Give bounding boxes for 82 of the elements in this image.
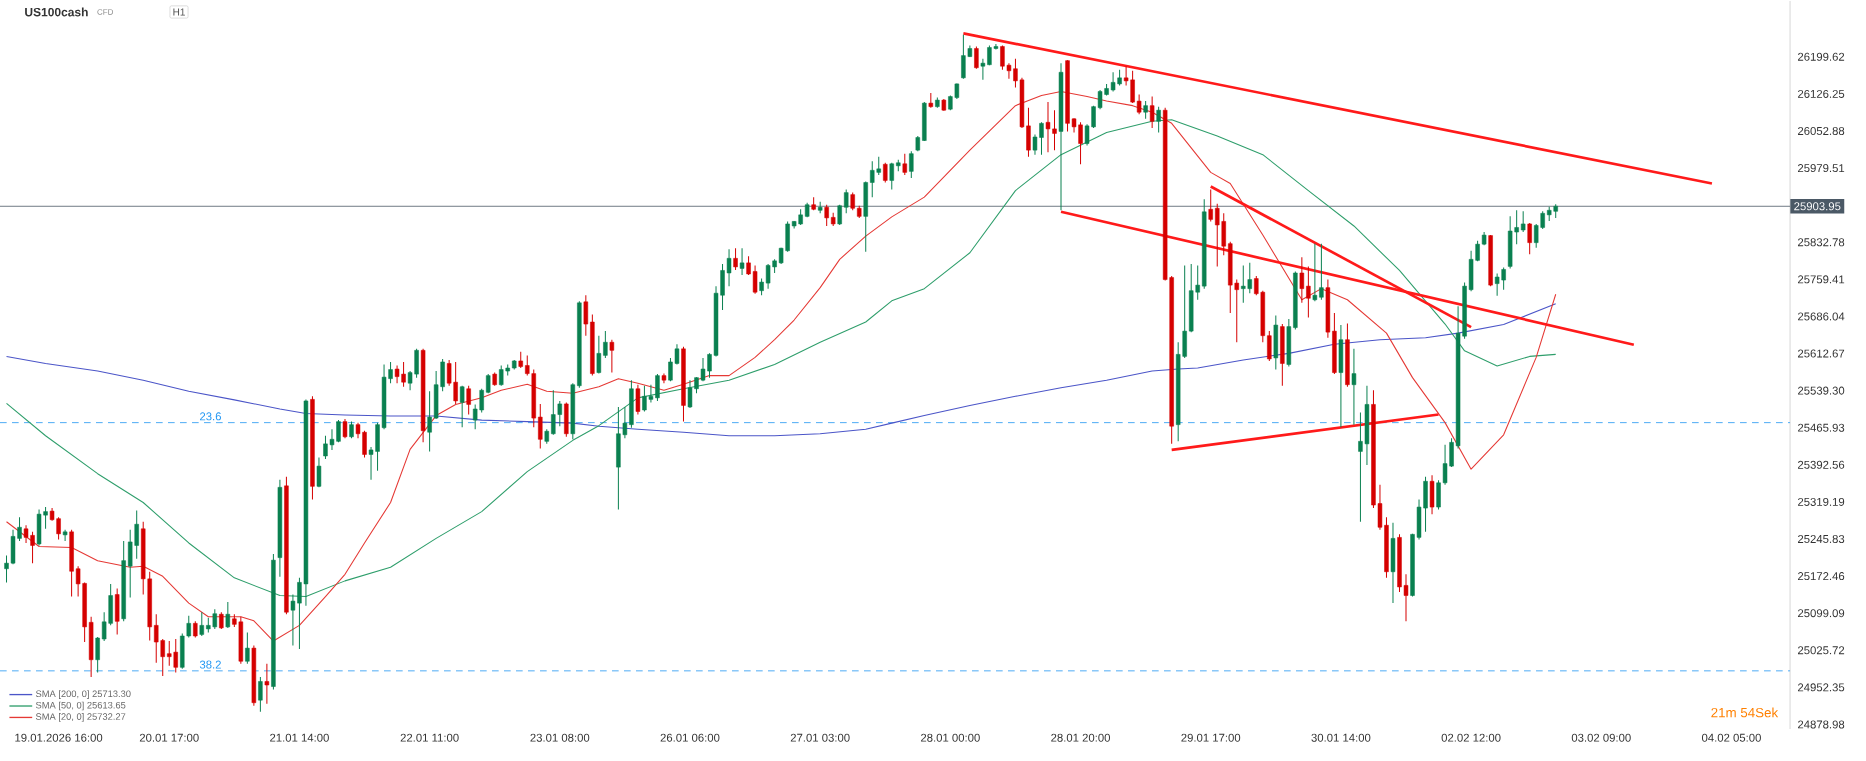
x-tick-label: 26.01 06:00 [660, 733, 720, 742]
x-tick-label: 29.01 17:00 [1181, 733, 1241, 742]
candlestick [459, 385, 465, 428]
candlestick [342, 418, 348, 439]
y-tick-label: 25319.19 [1797, 497, 1845, 506]
candlestick [609, 339, 615, 374]
y-tick-label: 26199.62 [1797, 52, 1845, 61]
y-tick-label: 26126.25 [1797, 89, 1845, 98]
y-tick-label: 25832.78 [1797, 238, 1845, 247]
legend-label: SMA [20, 0] 25732.27 [35, 713, 126, 722]
candlestick [1319, 243, 1324, 301]
y-tick-label: 25172.46 [1797, 572, 1845, 581]
candlestick [466, 385, 471, 416]
candlestick [1299, 256, 1305, 304]
candlestick [843, 189, 849, 214]
candlestick [739, 247, 745, 276]
x-tick-label: 27.01 03:00 [790, 733, 850, 742]
candlestick [1351, 348, 1357, 426]
candlestick [883, 162, 888, 183]
y-tick-label: 25539.30 [1797, 386, 1845, 395]
candlestick [1208, 189, 1213, 222]
y-tick-label: 24952.35 [1797, 683, 1845, 692]
candlestick [245, 631, 250, 665]
line-series [5, 303, 1557, 437]
x-tick-label: 04.02 05:00 [1701, 733, 1761, 742]
candlestick [258, 676, 263, 713]
candlestick [1136, 94, 1142, 115]
candlestick [316, 457, 322, 488]
x-tick-label: 21.01 14:00 [270, 733, 329, 742]
candlestick [1312, 243, 1318, 302]
candlestick [1149, 96, 1155, 129]
x-tick-label: 28.01 20:00 [1051, 733, 1111, 742]
candlestick [538, 403, 543, 449]
y-tick-label: 25759.41 [1797, 275, 1845, 284]
y-tick-label: 26052.88 [1797, 126, 1845, 135]
x-tick-label: 19.01.2026 16:00 [15, 733, 103, 742]
y-tick-label: 25979.51 [1797, 164, 1845, 173]
candlestick [1156, 106, 1161, 133]
y-tick-label: 25465.93 [1797, 423, 1845, 432]
annotation: 21m 54Sek [1711, 707, 1779, 718]
y-tick-label: 24878.98 [1797, 720, 1845, 729]
legend-label: SMA [50, 0] 25613.65 [35, 701, 126, 711]
chart-title: US100cash [25, 7, 88, 17]
candlestick [603, 330, 608, 359]
x-tick-label: 20.01 17:00 [139, 733, 199, 742]
y-tick-label: 25392.56 [1797, 460, 1845, 469]
candlestick [596, 335, 602, 375]
legend-label: SMA [200, 0] 25713.30 [35, 690, 131, 699]
y-tick-label: 25099.09 [1797, 609, 1845, 618]
candlestick [889, 162, 894, 191]
y-tick-label: 25025.72 [1797, 646, 1845, 655]
candlestick [1306, 265, 1311, 318]
candlestick [824, 204, 829, 227]
annotation: 38.2 [199, 660, 221, 669]
x-tick-label: 02.02 12:00 [1441, 733, 1501, 742]
candlestick [635, 384, 641, 416]
candlestick [909, 150, 914, 179]
candlestick [1520, 210, 1526, 233]
candlestick [1267, 330, 1272, 362]
x-tick-label: 28.01 00:00 [920, 733, 980, 742]
x-tick-label: 23.01 08:00 [530, 733, 590, 742]
ref-line-label: 25903.95 [1794, 202, 1841, 211]
candlestick [95, 636, 100, 673]
x-tick-label: 22.01 11:00 [400, 733, 459, 742]
candlestick [199, 611, 205, 637]
candlestick [62, 529, 68, 542]
candlestick [427, 390, 432, 452]
x-tick-label: 30.01 14:00 [1311, 733, 1371, 742]
candlestick [264, 663, 270, 705]
y-tick-label: 25245.83 [1797, 534, 1845, 543]
annotation: H1 [173, 8, 185, 16]
x-tick-label: 03.02 09:00 [1571, 733, 1631, 742]
candlestick [225, 601, 231, 629]
annotation: CFD [97, 9, 114, 15]
candlestick [1527, 222, 1532, 255]
candlestick [974, 45, 979, 70]
candlestick [583, 294, 589, 337]
y-tick-label: 25686.04 [1797, 312, 1845, 321]
candlestick [902, 153, 908, 176]
candlestick [733, 247, 738, 271]
y-tick-label: 25612.67 [1797, 349, 1845, 358]
annotation: 23.6 [200, 412, 221, 421]
